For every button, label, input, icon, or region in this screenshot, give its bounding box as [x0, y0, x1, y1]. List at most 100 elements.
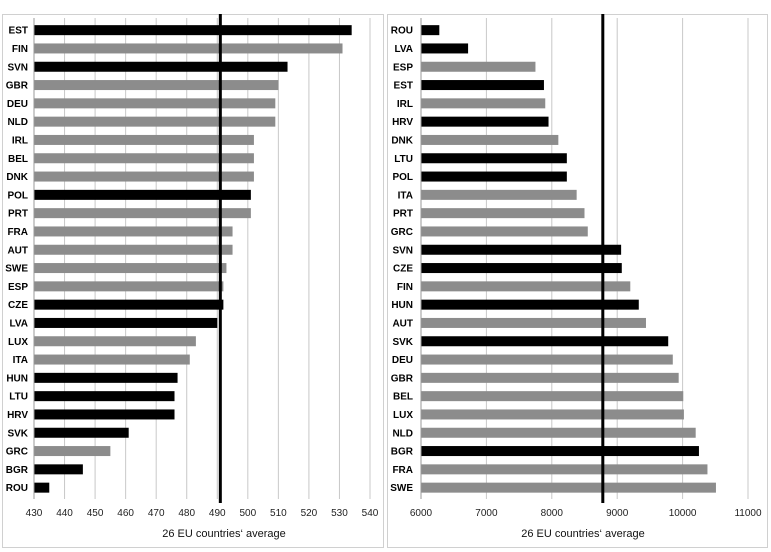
- left-bar-ltu: [34, 391, 175, 402]
- left-category-label: AUT: [7, 245, 28, 256]
- left-bar-prt: [34, 208, 251, 219]
- left-bar-gbr: [34, 80, 279, 91]
- right-bar-bgr: [421, 446, 699, 457]
- right-bar-svk: [421, 336, 669, 347]
- left-x-tick-label: 540: [362, 508, 379, 519]
- left-category-label: DEU: [7, 99, 28, 110]
- left-category-label: IRL: [12, 135, 28, 146]
- right-category-label: LUX: [393, 410, 413, 421]
- right-category-label: GRC: [391, 227, 413, 238]
- right-category-label: FRA: [392, 465, 413, 476]
- right-category-label: PRT: [393, 209, 413, 220]
- right-bar-lva: [421, 43, 469, 54]
- left-x-tick-label: 470: [148, 508, 165, 519]
- right-bar-ltu: [421, 153, 567, 164]
- right-category-label: AUT: [392, 318, 413, 329]
- right-bar-est: [421, 80, 544, 91]
- left-bar-est: [34, 25, 352, 36]
- left-x-tick-label: 460: [117, 508, 134, 519]
- right-bar-aut: [421, 317, 646, 328]
- right-category-label: POL: [392, 172, 413, 183]
- left-bar-fin: [34, 43, 343, 54]
- left-bar-swe: [34, 263, 227, 274]
- right-chart: 6000 7000 8000 9000 10000 11000 ROU LVA ESP EST IR…: [390, 14, 762, 519]
- right-category-label: ITA: [398, 190, 413, 201]
- right-x-tick-label: 6000: [410, 508, 433, 519]
- left-category-label: CZE: [8, 300, 28, 311]
- right-bar-esp: [421, 61, 536, 72]
- right-bar-bel: [421, 391, 684, 402]
- right-x-tick-label: 9000: [606, 508, 629, 519]
- left-category-label: FRA: [7, 227, 28, 238]
- left-bar-grc: [34, 446, 111, 457]
- right-category-label: EST: [394, 81, 413, 92]
- left-category-label: LVA: [9, 318, 28, 329]
- left-bar-rou: [34, 482, 50, 493]
- left-category-label: BGR: [6, 465, 29, 476]
- left-bar-pol: [34, 189, 251, 200]
- left-category-label: FIN: [12, 44, 28, 55]
- left-bar-ita: [34, 354, 190, 365]
- right-category-label: LVA: [394, 44, 413, 55]
- left-category-label: NLD: [7, 117, 28, 128]
- right-bar-fra: [421, 464, 708, 475]
- left-category-label: PRT: [8, 209, 28, 220]
- right-category-label: GBR: [391, 373, 414, 384]
- left-bar-svk: [34, 427, 129, 438]
- right-category-label: CZE: [393, 264, 413, 275]
- left-x-axis-label: 26 EU countries‘ average: [162, 528, 286, 540]
- left-x-tick-label: 490: [209, 508, 226, 519]
- right-bar-svn: [421, 244, 622, 255]
- left-bar-deu: [34, 98, 276, 109]
- right-bar-fin: [421, 281, 631, 292]
- left-chart: 430 440 450 460 470 480 490 500 510 520 530 540 EST F…: [5, 14, 379, 519]
- right-bar-cze: [421, 263, 622, 274]
- left-x-tick-label: 520: [301, 508, 318, 519]
- left-category-label: HUN: [6, 373, 28, 384]
- left-bar-nld: [34, 116, 276, 127]
- left-x-tick-label: 480: [178, 508, 195, 519]
- left-bar-svn: [34, 61, 288, 72]
- left-x-tick-label: 430: [26, 508, 43, 519]
- right-category-label: DEU: [392, 355, 413, 366]
- right-bar-lux: [421, 409, 684, 420]
- right-bar-irl: [421, 98, 546, 109]
- right-category-label: SVN: [392, 245, 413, 256]
- right-category-label: FIN: [397, 282, 413, 293]
- left-bar-hun: [34, 372, 178, 383]
- left-bar-fra: [34, 226, 233, 237]
- right-x-axis-label: 26 EU countries‘ average: [521, 528, 645, 540]
- right-bar-deu: [421, 354, 673, 365]
- right-x-tick-label: 10000: [669, 508, 697, 519]
- left-category-label: BEL: [8, 154, 28, 165]
- left-bar-hrv: [34, 409, 175, 420]
- left-category-label: ROU: [6, 483, 28, 494]
- right-category-label: BEL: [393, 392, 413, 403]
- left-category-label: SVN: [7, 62, 28, 73]
- left-x-tick-label: 530: [331, 508, 348, 519]
- right-category-label: IRL: [397, 99, 413, 110]
- right-category-label: SWE: [390, 483, 413, 494]
- left-bar-dnk: [34, 171, 254, 182]
- left-category-label: SVK: [7, 428, 28, 439]
- left-bar-bel: [34, 153, 254, 164]
- right-x-tick-label: 8000: [541, 508, 564, 519]
- left-bar-lux: [34, 336, 196, 347]
- left-bar-lva: [34, 317, 218, 328]
- right-category-label: SVK: [392, 337, 413, 348]
- right-x-tick-label: 7000: [475, 508, 498, 519]
- left-x-tick-label: 510: [270, 508, 287, 519]
- left-bar-irl: [34, 134, 254, 145]
- left-x-tick-label: 500: [239, 508, 256, 519]
- left-category-label: HRV: [7, 410, 28, 421]
- left-category-label: SWE: [5, 264, 28, 275]
- left-bar-aut: [34, 244, 233, 255]
- left-bar-bgr: [34, 464, 83, 475]
- right-category-label: LTU: [394, 154, 413, 165]
- left-bar-cze: [34, 299, 224, 310]
- right-category-label: NLD: [392, 428, 413, 439]
- right-bar-rou: [421, 25, 440, 36]
- right-bar-hrv: [421, 116, 549, 127]
- right-category-label: HUN: [391, 300, 413, 311]
